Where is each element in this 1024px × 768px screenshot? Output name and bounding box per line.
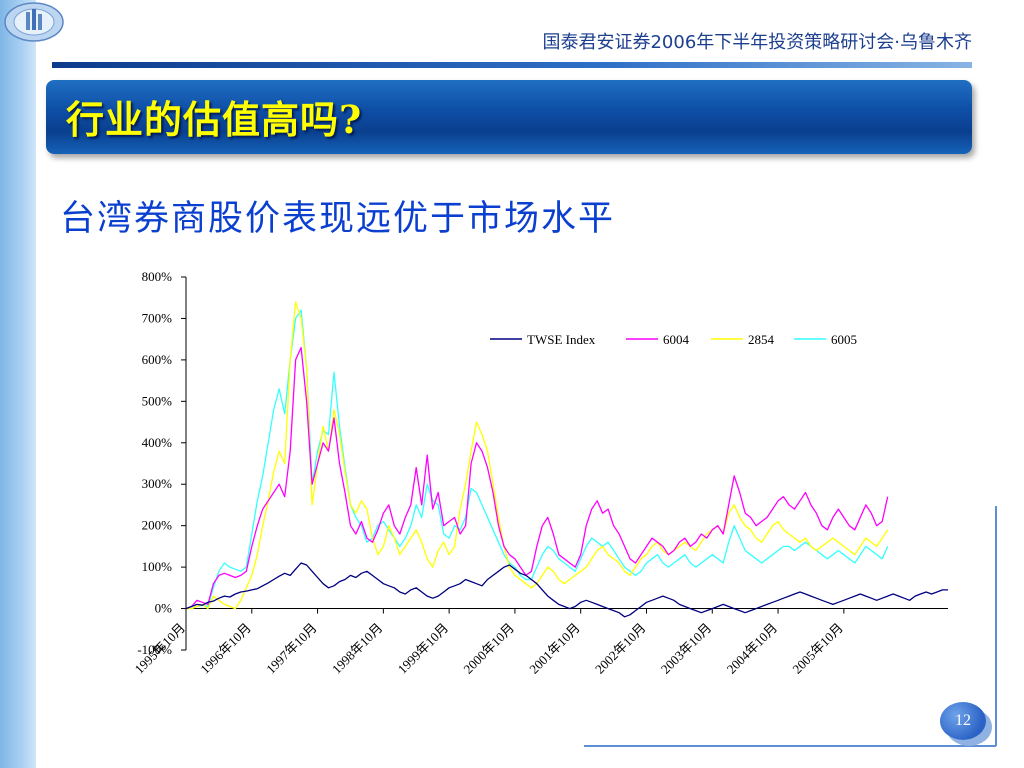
y-tick-label: 400%: [142, 435, 173, 450]
series-line-twse-index: [185, 562, 948, 618]
y-tick-label: 0%: [155, 601, 173, 616]
x-tick-label: 2001年10月: [526, 620, 583, 677]
x-tick-label: 1999年10月: [395, 620, 452, 677]
legend-label: TWSE Index: [527, 332, 596, 347]
header-rule: [52, 62, 972, 68]
y-tick-label: 700%: [142, 310, 173, 325]
y-tick-label: 200%: [142, 518, 173, 533]
slide-title: 行业的估值高吗?: [66, 97, 363, 142]
x-tick-label: 2002年10月: [592, 620, 649, 677]
company-logo: [4, 2, 64, 42]
x-tick-label: 2005年10月: [789, 620, 846, 677]
series-line-2854: [186, 301, 889, 610]
chart-axes: -100% 0% 100% 200% 300% 400% 500% 600% 700% 800% 1…: [132, 269, 948, 677]
chart-series: [185, 301, 948, 618]
y-tick-label: 300%: [142, 476, 173, 491]
decor-horizontal-rule: [584, 745, 996, 747]
x-tick-label: 2003年10月: [658, 620, 715, 677]
y-tick-label: 500%: [142, 393, 173, 408]
x-tick-label: 2004年10月: [724, 620, 781, 677]
y-tick-label: -100%: [137, 642, 172, 657]
legend-label: 6004: [663, 332, 690, 347]
conference-title: 国泰君安证券2006年下半年投资策略研讨会·乌鲁木齐: [542, 32, 972, 53]
decor-vertical-rule: [995, 506, 997, 746]
chart-legend: TWSE Index 6004 2854 6005: [490, 332, 857, 347]
series-line-6004: [185, 346, 889, 610]
x-tick-label: 1998年10月: [329, 620, 386, 677]
legend-label: 2854: [748, 332, 775, 347]
y-tick-label: 100%: [142, 559, 173, 574]
page-number-badge: 12: [940, 702, 986, 740]
title-banner: [46, 80, 972, 154]
x-tick-label: 1996年10月: [197, 620, 254, 677]
x-tick-label: 1997年10月: [263, 620, 320, 677]
y-tick-label: 600%: [142, 352, 173, 367]
legend-label: 6005: [831, 332, 857, 347]
y-tick-label: 800%: [142, 269, 173, 284]
x-tick-label: 2000年10月: [460, 620, 517, 677]
left-decor-band: [0, 0, 36, 768]
slide-subtitle: 台湾券商股价表现远优于市场水平: [60, 199, 616, 239]
